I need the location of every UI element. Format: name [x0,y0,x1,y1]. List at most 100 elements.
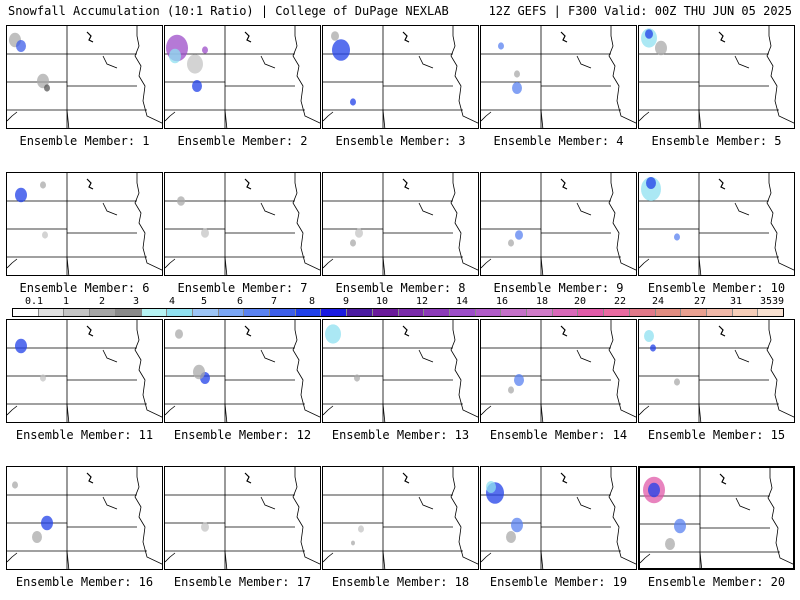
map-svg [165,320,320,422]
snow-accumulation-area [351,540,355,546]
color-scale-label: 35 [759,296,773,307]
snow-accumulation-area [354,374,360,382]
map-svg [323,320,478,422]
color-scale-label: 24 [651,296,665,307]
color-scale-label: 39 [771,296,785,307]
snow-accumulation-area [41,515,53,531]
snow-accumulation-area [40,181,46,189]
color-scale-swatch [321,309,348,316]
color-scale-swatch [270,309,296,316]
color-scale-swatch [167,309,193,316]
ensemble-map-panel [480,319,637,423]
color-scale-swatch [398,309,425,316]
snow-accumulation-area [32,531,42,543]
ensemble-member-label: Ensemble Member: 9 [493,281,624,295]
ensemble-map-panel [480,466,637,570]
chart-title: Snowfall Accumulation (10:1 Ratio) | Col… [8,4,449,18]
snow-accumulation-area [674,233,680,241]
color-scale-label: 27 [693,296,707,307]
map-svg [323,26,478,128]
map-svg [481,173,636,275]
map-svg [481,320,636,422]
ensemble-map-panel [6,466,163,570]
ensemble-member-label: Ensemble Member: 14 [489,428,628,442]
snow-accumulation-area [514,70,520,78]
ensemble-map-panel [164,172,321,276]
ensemble-member-label: Ensemble Member: 4 [493,134,624,148]
snow-accumulation-area [187,54,203,74]
ensemble-map-panel [6,172,163,276]
snow-accumulation-area [15,338,27,354]
map-svg [639,173,794,275]
map-svg [7,467,162,569]
color-scale-bar [12,308,784,317]
color-scale-swatch [192,309,219,316]
ensemble-map-panel [638,25,795,129]
snow-accumulation-area [512,82,522,94]
color-scale-label: 18 [535,296,549,307]
snow-accumulation-area [12,481,18,489]
snow-accumulation-area [511,517,523,533]
snow-accumulation-area [508,239,514,247]
color-scale-swatch [244,309,271,316]
color-scale-label: 14 [455,296,469,307]
ensemble-member-label: Ensemble Member: 3 [335,134,466,148]
color-scale-label: 16 [495,296,509,307]
snow-accumulation-area [169,48,181,64]
map-svg [165,467,320,569]
color-scale-swatch [706,309,733,316]
color-scale-swatch [449,309,476,316]
ensemble-member-label: Ensemble Member: 1 [19,134,150,148]
ensemble-member-label: Ensemble Member: 10 [647,281,786,295]
snow-accumulation-area [40,374,46,382]
snow-accumulation-area [645,29,653,39]
color-scale-swatch [758,309,784,316]
color-scale-swatch [347,309,373,316]
ensemble-map-panel [322,172,479,276]
map-svg [165,173,320,275]
snow-accumulation-area [646,177,656,189]
snow-accumulation-area [193,364,205,380]
color-scale-swatch [629,309,656,316]
color-scale-swatch [578,309,605,316]
ensemble-map-panel [322,25,479,129]
ensemble-map-panel [164,25,321,129]
color-scale-label: 3 [132,296,140,307]
map-svg [165,26,320,128]
ensemble-member-label: Ensemble Member: 16 [15,575,154,589]
color-scale-label: 4 [168,296,176,307]
snow-accumulation-area [514,374,524,386]
snow-accumulation-area [201,522,209,532]
ensemble-member-label: Ensemble Member: 8 [335,281,466,295]
snow-accumulation-area [44,84,50,92]
color-scale-label: 12 [415,296,429,307]
color-scale-label: 7 [270,296,278,307]
color-scale-label: 31 [729,296,743,307]
map-svg [640,468,793,568]
map-svg [7,173,162,275]
ensemble-map-panel [638,466,795,570]
snow-accumulation-area [498,42,504,50]
ensemble-map-panel [6,25,163,129]
color-scale-swatch [64,309,91,316]
snow-accumulation-area [201,228,209,238]
model-run-info: 12Z GEFS | F300 Valid: 00Z THU JUN 05 20… [488,4,792,18]
color-scale-label: 6 [236,296,244,307]
color-scale-label: 5 [200,296,208,307]
ensemble-member-label: Ensemble Member: 12 [173,428,312,442]
snow-accumulation-area [506,531,516,543]
snow-accumulation-area [358,525,364,533]
ensemble-member-label: Ensemble Member: 11 [15,428,154,442]
color-scale-swatch [141,309,168,316]
snow-accumulation-area [331,31,339,41]
color-scale-swatch [424,309,450,316]
color-scale-swatch [655,309,682,316]
color-scale-swatch [218,309,245,316]
color-scale-swatch [38,309,65,316]
color-scale-label: 9 [342,296,350,307]
snow-accumulation-area [665,538,675,550]
map-svg [639,26,794,128]
color-scale-labels: 0.1 1 2 3 4 5 6 7 8 9 10 12 14 16 18 20 22 24 27 31 35 39 [12,296,784,308]
color-scale-label: 1 [62,296,70,307]
ensemble-map-panel [6,319,163,423]
